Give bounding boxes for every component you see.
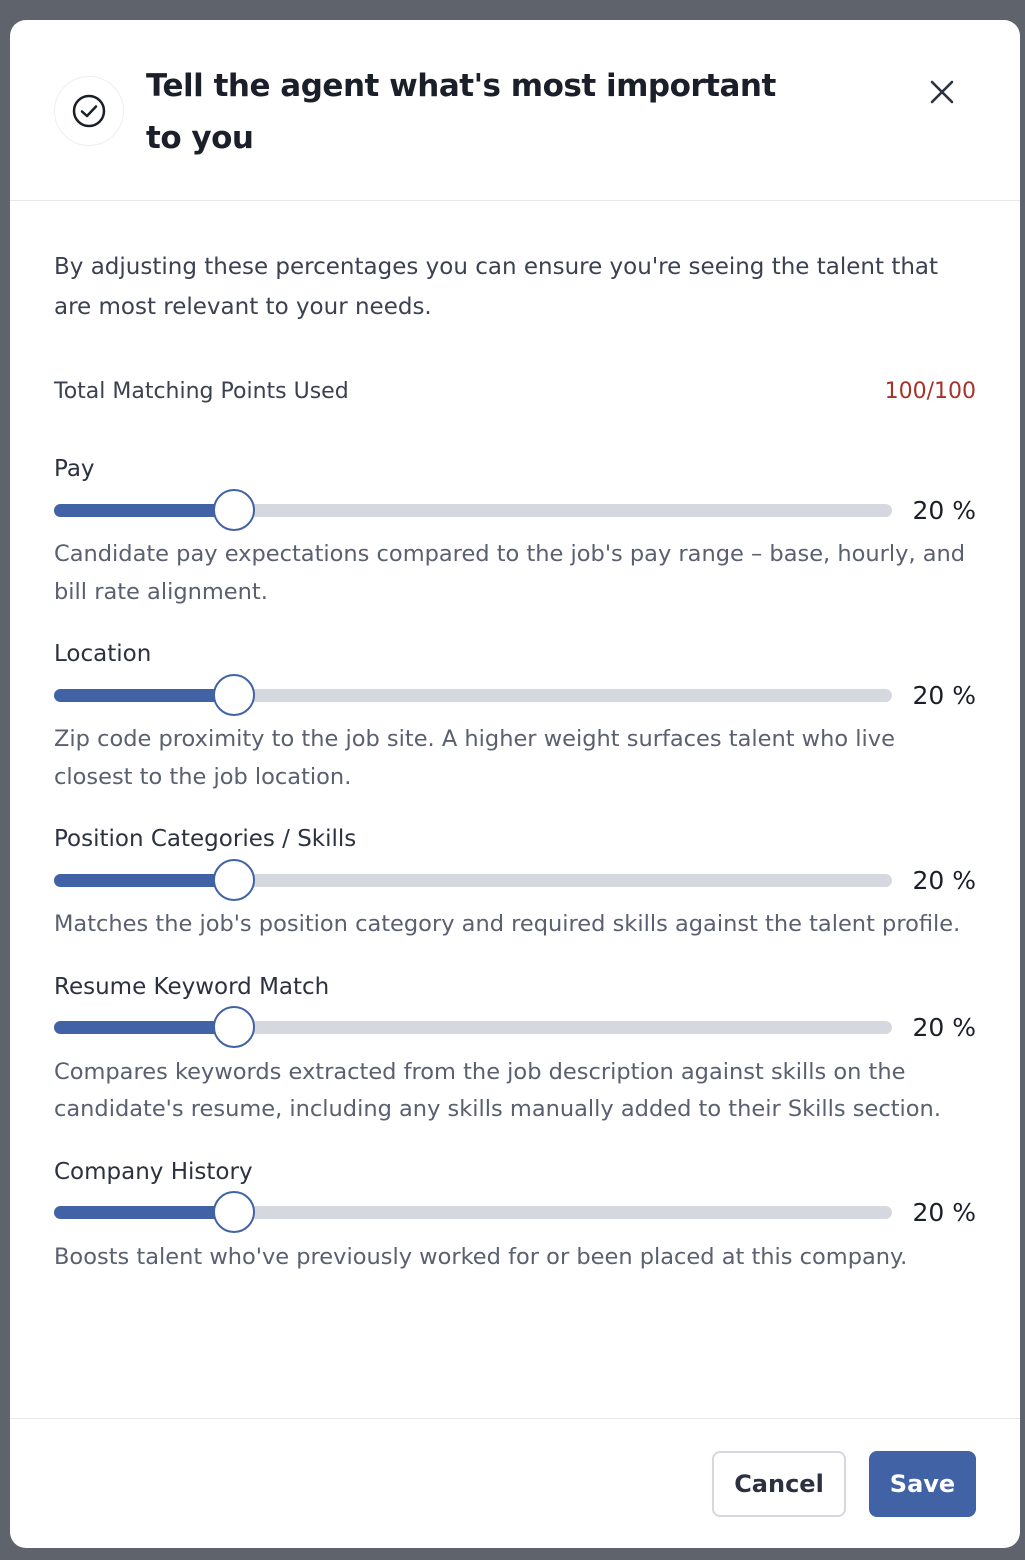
slider-row: 20 % [54, 669, 976, 721]
slider-fill [54, 1206, 234, 1219]
slider-thumb[interactable] [212, 673, 255, 716]
criterion-description: Boosts talent who've previously worked f… [54, 1243, 908, 1270]
slider-track[interactable] [54, 673, 892, 716]
modal-header: Tell the agent what's most important to … [10, 20, 1020, 201]
slider-row: 20 % [54, 484, 976, 536]
slider-value: 20 % [912, 1013, 976, 1042]
slider-thumb[interactable] [212, 1191, 255, 1233]
slider-row: 20 % [54, 854, 976, 906]
criteria-list: Pay 20 % Candidate pay expectations compar… [54, 454, 976, 1276]
slider-fill [54, 1021, 234, 1034]
criterion-description: Candidate pay expectations compared to t… [54, 541, 966, 605]
slider-track[interactable] [54, 1006, 892, 1048]
criterion-label: Position Categories / Skills [54, 826, 357, 852]
slider-thumb[interactable] [212, 1006, 255, 1048]
modal: Tell the agent what's most important to … [10, 20, 1020, 1548]
criterion: Position Categories / Skills 20 % Matches … [54, 824, 976, 944]
criterion: Pay 20 % Candidate pay expectations compar… [54, 454, 976, 611]
slider-thumb[interactable] [212, 858, 255, 901]
criterion-label: Company History [54, 1158, 253, 1185]
slider-fill [54, 503, 234, 517]
slider-row: 20 % [54, 1187, 976, 1239]
slider-value: 20 % [912, 865, 976, 895]
slider-value: 20 % [912, 680, 976, 710]
modal-footer: Cancel Save [10, 1418, 1020, 1548]
total-row: Total Matching Points Used 100/100 [54, 379, 976, 404]
criterion-label: Pay [54, 456, 95, 482]
slider-fill [54, 688, 234, 702]
criterion-description: Matches the job's position category and … [54, 911, 961, 937]
header-icon [54, 76, 124, 146]
cancel-button[interactable]: Cancel [712, 1451, 846, 1517]
criterion: Company History 20 % Boosts talent who've … [54, 1157, 976, 1277]
criterion-description: Zip code proximity to the job site. A hi… [54, 726, 895, 790]
total-label: Total Matching Points Used [54, 379, 349, 404]
save-button[interactable]: Save [869, 1451, 976, 1517]
slider-value: 20 % [912, 495, 976, 525]
criterion: Location 20 % Zip code proximity to the jo… [54, 639, 976, 796]
criterion: Resume Keyword Match 20 % Compares keyword… [54, 972, 976, 1129]
slider-thumb[interactable] [212, 488, 255, 531]
criterion-label: Resume Keyword Match [54, 973, 330, 1000]
criterion-label: Location [54, 641, 152, 667]
slider-track[interactable] [54, 488, 892, 531]
total-value: 100/100 [884, 379, 976, 404]
slider-track[interactable] [54, 1191, 892, 1233]
slider-row: 20 % [54, 1002, 976, 1054]
close-button[interactable] [928, 78, 956, 106]
modal-title: Tell the agent what's most important to … [146, 68, 776, 156]
modal-body: By adjusting these percentages you can e… [10, 201, 1020, 1276]
slider-value: 20 % [912, 1198, 976, 1227]
slider-track[interactable] [54, 858, 892, 901]
slider-fill [54, 873, 234, 887]
criterion-description: Compares keywords extracted from the job… [54, 1058, 941, 1123]
intro-text: By adjusting these percentages you can e… [54, 254, 939, 320]
